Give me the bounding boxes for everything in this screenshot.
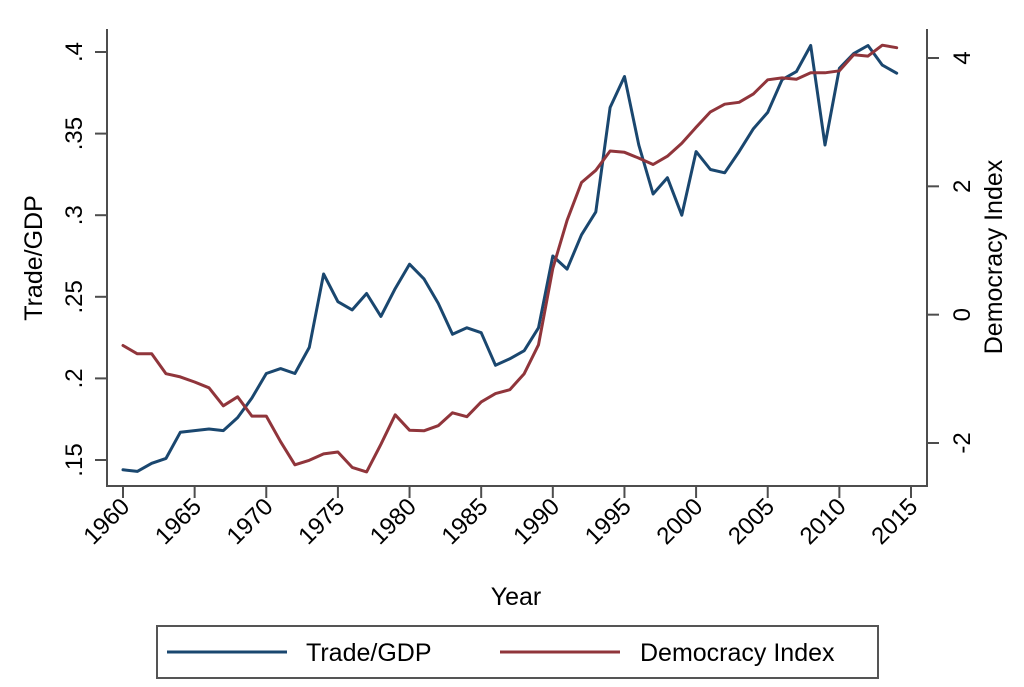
x-tick-label: 2010 (795, 493, 852, 550)
x-tick-label: 1995 (580, 493, 637, 550)
x-tick-label: 1960 (78, 493, 135, 550)
left-y-tick-label: .2 (61, 368, 88, 388)
right-y-axis-title: Democracy Index (980, 159, 1008, 354)
left-y-tick-label: .15 (61, 443, 88, 476)
right-y-tick-label: -2 (949, 432, 976, 453)
x-tick-label: 1985 (437, 493, 494, 550)
x-axis-title: Year (491, 583, 542, 611)
right-y-ticks: -2 0 2 4 (927, 51, 976, 454)
series-line-democracy-index (121, 43, 899, 474)
right-y-tick-label: 2 (949, 180, 976, 193)
x-ticks: 1960 1965 1970 1975 1980 1985 1990 1995 2000 2005… (78, 486, 923, 550)
series-layer (121, 43, 899, 474)
x-tick-label: 1980 (365, 493, 422, 550)
legend: Trade/GDP Democracy Index (156, 625, 879, 679)
legend-label-trade-gdp: Trade/GDP (306, 639, 432, 667)
x-tick-label: 1970 (222, 493, 279, 550)
right-y-tick-label: 4 (949, 51, 976, 64)
legend-label-democracy-index: Democracy Index (640, 639, 835, 667)
right-y-tick-label: 0 (949, 308, 976, 321)
left-y-tick-label: .35 (61, 117, 88, 150)
x-tick-label: 2005 (723, 493, 780, 550)
left-y-tick-label: .25 (61, 280, 88, 313)
left-y-tick-label: .4 (61, 42, 88, 62)
left-y-ticks: .15 .2 .25 .3 .35 .4 (61, 42, 107, 477)
x-tick-label: 1990 (508, 493, 565, 550)
x-tick-label: 2000 (651, 493, 708, 550)
left-y-tick-label: .3 (61, 205, 88, 225)
x-tick-label: 1975 (293, 493, 350, 550)
x-tick-label: 1965 (150, 493, 207, 550)
axes (106, 29, 928, 487)
series-line-trade-gdp (121, 44, 899, 473)
left-y-axis-title: Trade/GDP (20, 195, 48, 321)
x-tick-label: 2015 (866, 493, 923, 550)
